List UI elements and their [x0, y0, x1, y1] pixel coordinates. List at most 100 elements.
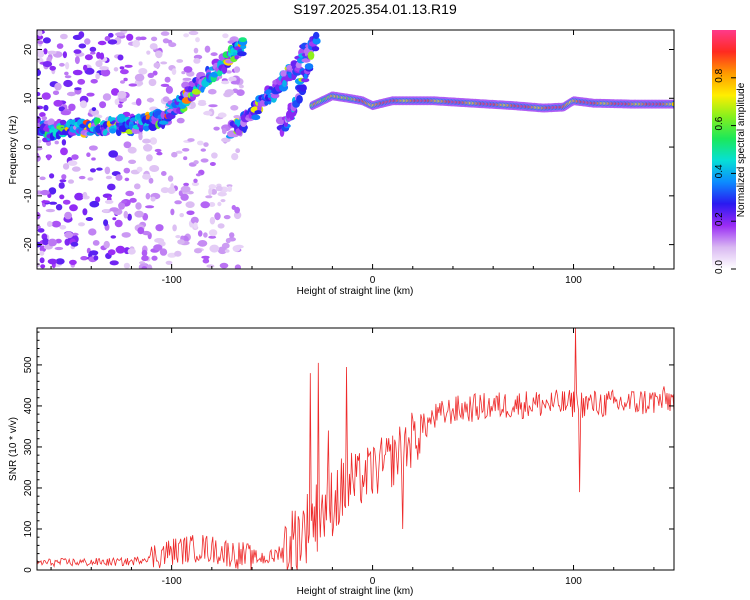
scatter-blob	[104, 199, 114, 204]
band-blob	[109, 128, 117, 134]
scatter-blob	[96, 51, 101, 59]
scatter-blob	[73, 49, 82, 54]
snr-ytick-label: 400	[23, 397, 34, 414]
band-blob	[307, 51, 315, 60]
scatter-blob	[40, 189, 50, 196]
scatter-blob	[62, 199, 71, 205]
scatter-blob	[232, 245, 241, 252]
scatter-blob	[208, 104, 218, 108]
scatter-blob	[60, 110, 71, 116]
scatter-blob	[220, 199, 226, 203]
scatter-blob	[167, 175, 174, 182]
scatter-blob	[146, 97, 155, 103]
scatter-blob	[108, 32, 114, 38]
scatter-blob	[71, 166, 81, 172]
scatter-blob	[176, 117, 185, 124]
scatter-blob	[95, 60, 103, 68]
scatter-blob	[66, 91, 76, 97]
scatter-blob	[142, 138, 151, 144]
scatter-blob	[53, 99, 63, 107]
band-blob	[238, 37, 247, 43]
scatter-blob	[107, 183, 116, 191]
spectrogram-ytick-label: -20	[23, 237, 34, 252]
scatter-blob	[39, 257, 45, 264]
scatter-blob	[127, 213, 132, 221]
scatter-blob	[47, 50, 57, 55]
snr-ytick-label: 200	[23, 479, 34, 496]
scatter-blob	[42, 37, 51, 44]
scatter-blob	[58, 182, 65, 189]
scatter-blob	[63, 79, 73, 88]
scatter-blob	[64, 75, 72, 79]
scatter-blob	[54, 246, 64, 251]
scatter-blob	[42, 61, 53, 68]
snr-ytick-label: 500	[23, 356, 34, 373]
colorbar-tick-label: 0.6	[714, 116, 725, 130]
scatter-blob	[70, 241, 79, 247]
scatter-blob	[217, 191, 227, 197]
scatter-blob	[132, 39, 141, 48]
scatter-blob	[174, 250, 182, 257]
scatter-blob	[168, 42, 177, 48]
scatter-blob	[123, 141, 132, 149]
scatter-blob	[137, 227, 145, 235]
scatter-blob	[89, 200, 100, 208]
scatter-blob	[193, 58, 201, 64]
scatter-blob	[103, 219, 109, 227]
scatter-blob	[138, 132, 143, 141]
scatter-blob	[138, 68, 148, 75]
scatter-blob	[215, 185, 223, 192]
scatter-blob	[71, 154, 79, 160]
scatter-blob	[160, 61, 168, 65]
scatter-blob	[113, 67, 119, 72]
scatter-blob	[221, 137, 231, 143]
scatter-blob	[139, 36, 147, 41]
scatter-blob	[112, 217, 117, 221]
snr-ytick-label: 0	[23, 567, 34, 573]
spectrogram-ylabel: Frequency (Hz)	[8, 116, 19, 185]
scatter-blob	[92, 240, 100, 246]
scatter-blob	[123, 262, 130, 269]
scatter-blob	[128, 83, 138, 87]
scatter-blob	[208, 88, 217, 95]
scatter-blob	[95, 72, 100, 80]
scatter-blob	[78, 31, 85, 39]
scatter-blob	[125, 190, 135, 197]
scatter-blob	[72, 69, 83, 76]
scatter-blob	[150, 196, 156, 202]
scatter-blob	[183, 156, 188, 161]
scatter-blob	[67, 160, 78, 166]
scatter-blob	[64, 211, 72, 220]
scatter-blob	[180, 193, 189, 201]
scatter-blob	[62, 163, 70, 170]
scatter-blob	[123, 77, 128, 82]
scatter-blob	[208, 202, 216, 207]
scatter-blob	[83, 64, 88, 71]
scatter-blob	[59, 225, 67, 230]
scatter-blob	[154, 148, 162, 153]
scatter-blob	[121, 232, 131, 238]
scatter-blob	[171, 151, 178, 158]
scatter-blob	[115, 245, 126, 254]
scatter-blob	[56, 43, 64, 49]
band-blob	[240, 44, 247, 50]
scatter-blob	[213, 126, 220, 131]
snr-ytick-label: 300	[23, 438, 34, 455]
spectrogram-marks	[37, 30, 674, 269]
scatter-blob	[61, 139, 67, 146]
scatter-blob	[141, 255, 149, 262]
colorbar-label: Normalized spectral amplitude	[736, 82, 747, 217]
spectrogram-ytick-label: 10	[23, 92, 34, 104]
scatter-blob	[217, 201, 222, 207]
band-blob	[59, 119, 67, 125]
scatter-blob	[233, 66, 241, 73]
scatter-blob	[171, 68, 177, 75]
scatter-blob	[197, 230, 203, 237]
scatter-blob	[55, 258, 65, 265]
scatter-blob	[141, 249, 148, 257]
band-blob	[254, 110, 262, 115]
scatter-blob	[68, 103, 76, 112]
scatter-blob	[135, 202, 142, 210]
